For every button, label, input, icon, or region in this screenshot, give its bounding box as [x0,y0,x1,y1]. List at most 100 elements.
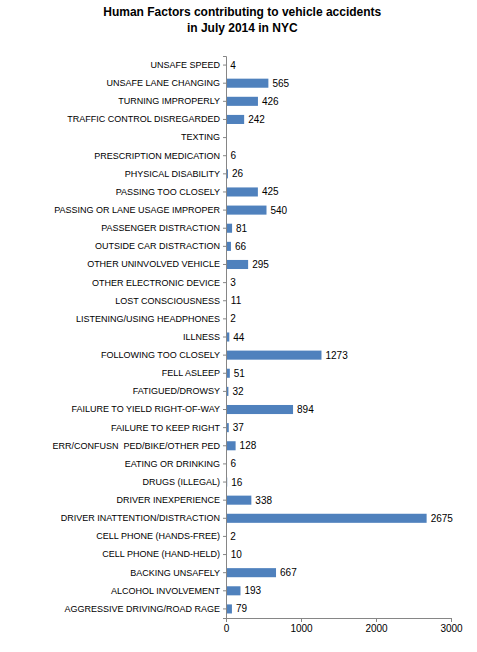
y-tick-label: UNSAFE LANE CHANGING [106,78,220,88]
bar [226,351,321,360]
chart-container: Human Factors contributing to vehicle ac… [0,0,477,652]
y-tick-mark [223,572,226,573]
y-tick-mark [223,101,226,102]
y-tick: CELL PHONE (HANDS-FREE) [96,531,226,541]
y-tick-label: FELL ASLEEP [162,368,220,378]
x-axis-line [227,619,452,623]
y-tick: FOLLOWING TOO CLOSELY [101,350,226,360]
y-tick-label: CELL PHONE (HANDS-FREE) [96,531,220,541]
data-label: 425 [262,186,279,197]
y-tick-mark [223,191,226,192]
y-tick-mark [223,173,226,174]
y-tick-label: DRUGS (ILLEGAL) [142,477,220,487]
y-tick-label: LOST CONSCIOUSNESS [115,296,220,306]
chart-svg: Human Factors contributing to vehicle ac… [0,0,477,652]
y-tick: EATING OR DRINKING [125,459,226,469]
y-tick-mark [223,282,226,283]
y-tick: PASSENGER DISTRACTION [101,223,226,233]
y-tick-label: PRESCRIPTION MEDICATION [94,151,220,161]
y-tick-mark [223,83,226,84]
y-tick-label: FAILURE TO YIELD RIGHT-OF-WAY [71,404,220,414]
y-tick: TRAFFIC CONTROL DISREGARDED [67,114,226,124]
y-tick-label: ILLNESS [183,332,220,342]
y-tick: BACKING UNSAFELY [130,568,226,578]
y-tick-mark [223,246,226,247]
y-tick-mark [223,409,226,410]
data-label: 81 [236,223,248,234]
bar [226,97,258,106]
bar [226,405,293,414]
x-tick-mark [451,618,452,622]
data-label: 2 [230,531,236,542]
plot-area: 4565426242626425540816629531124412735132… [52,57,463,635]
y-tick-mark [223,65,226,66]
y-tick: FAILURE TO KEEP RIGHT [111,423,226,433]
y-tick-label: TRAFFIC CONTROL DISREGARDED [67,114,220,124]
y-tick-label: PHYSICAL DISABILITY [125,169,220,179]
y-tick: OTHER UNINVOLVED VEHICLE [87,259,226,269]
bar [226,514,427,523]
y-tick-mark [223,210,226,211]
y-tick-mark [223,119,226,120]
data-label: 66 [235,241,247,252]
y-tick-mark [223,155,226,156]
y-tick-mark [223,228,226,229]
y-tick-label: DRIVER INATTENTION/DISTRACTION [61,513,220,523]
data-label: 10 [231,549,243,560]
y-tick-mark [223,373,226,374]
y-tick: TURNING IMPROPERLY [118,96,226,106]
y-tick-label: FATIGUED/DROWSY [133,386,220,396]
chart-title: Human Factors contributing to vehicle ac… [103,5,381,19]
data-label: 16 [231,477,243,488]
y-tick: ERR/CONFUSN PED/BIKE/OTHER PED [52,441,226,451]
data-label: 1273 [325,350,348,361]
y-tick-label: FOLLOWING TOO CLOSELY [101,350,220,360]
y-tick-label: PASSENGER DISTRACTION [101,223,220,233]
data-label: 26 [232,168,244,179]
y-tick-label: PASSING OR LANE USAGE IMPROPER [54,205,220,215]
y-tick: UNSAFE LANE CHANGING [106,78,226,88]
data-label: 295 [252,259,269,270]
data-label: 11 [231,295,242,306]
y-tick: OUTSIDE CAR DISTRACTION [95,241,226,251]
y-tick-mark [223,554,226,555]
y-tick-mark [223,482,226,483]
data-label: 32 [232,386,244,397]
y-tick-mark [223,355,226,356]
y-tick-label: PASSING TOO CLOSELY [116,187,220,197]
data-labels: 4565426242626425540816629531124412735132… [230,60,453,615]
y-tick: DRIVER INATTENTION/DISTRACTION [61,513,226,523]
y-axis-line [223,57,227,619]
y-tick-label: DRIVER INEXPERIENCE [116,495,220,505]
y-tick: OTHER ELECTRONIC DEVICE [92,277,226,287]
y-tick-mark [223,391,226,392]
bar [226,568,276,577]
bar [226,586,240,595]
y-tick: PASSING OR LANE USAGE IMPROPER [54,205,226,215]
y-tick: UNSAFE SPEED [150,60,226,70]
data-label: 193 [244,585,261,596]
bar [226,441,236,450]
x-tick-label: 2000 [365,623,388,634]
data-label: 37 [233,422,245,433]
y-tick-label: LISTENING/USING HEADPHONES [76,314,220,324]
x-tick: 0 [224,618,230,634]
bars [226,61,427,614]
y-tick-mark [223,137,226,138]
data-label: 3 [230,277,236,288]
y-tick-mark [223,445,226,446]
data-label: 667 [280,567,297,578]
bar [226,79,268,88]
y-tick-mark [223,590,226,591]
x-axis: 0100020003000 [224,618,463,634]
data-label: 6 [230,150,236,161]
x-tick-mark [301,618,302,622]
y-tick-mark [223,427,226,428]
y-tick-mark [223,536,226,537]
y-tick: AGGRESSIVE DRIVING/ROAD RAGE [64,604,226,614]
y-tick: PHYSICAL DISABILITY [125,169,226,179]
y-tick: LOST CONSCIOUSNESS [115,296,226,306]
data-label: 44 [233,332,245,343]
y-tick-mark [223,300,226,301]
y-tick-label: FAILURE TO KEEP RIGHT [111,423,221,433]
